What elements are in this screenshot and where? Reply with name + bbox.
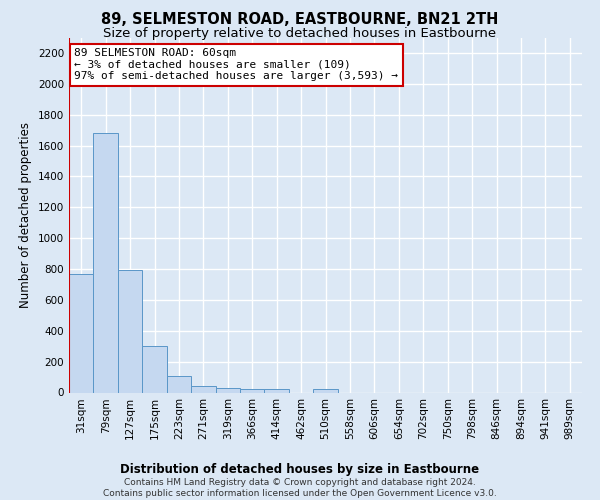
Bar: [69, 274, 94, 392]
Bar: [265, 389, 289, 392]
Text: Size of property relative to detached houses in Eastbourne: Size of property relative to detached ho…: [103, 28, 497, 40]
Bar: [94, 133, 118, 392]
Text: Contains HM Land Registry data © Crown copyright and database right 2024.
Contai: Contains HM Land Registry data © Crown c…: [103, 478, 497, 498]
Bar: [167, 376, 191, 392]
Text: 89, SELMESTON ROAD, EASTBOURNE, BN21 2TH: 89, SELMESTON ROAD, EASTBOURNE, BN21 2TH: [101, 12, 499, 28]
Bar: [215, 388, 240, 392]
Bar: [142, 346, 167, 393]
Y-axis label: Number of detached properties: Number of detached properties: [19, 122, 32, 308]
Text: 89 SELMESTON ROAD: 60sqm
← 3% of detached houses are smaller (109)
97% of semi-d: 89 SELMESTON ROAD: 60sqm ← 3% of detache…: [74, 48, 398, 82]
Bar: [240, 388, 265, 392]
Bar: [313, 389, 338, 392]
Text: Distribution of detached houses by size in Eastbourne: Distribution of detached houses by size …: [121, 462, 479, 475]
Bar: [191, 386, 215, 392]
Bar: [118, 270, 142, 392]
